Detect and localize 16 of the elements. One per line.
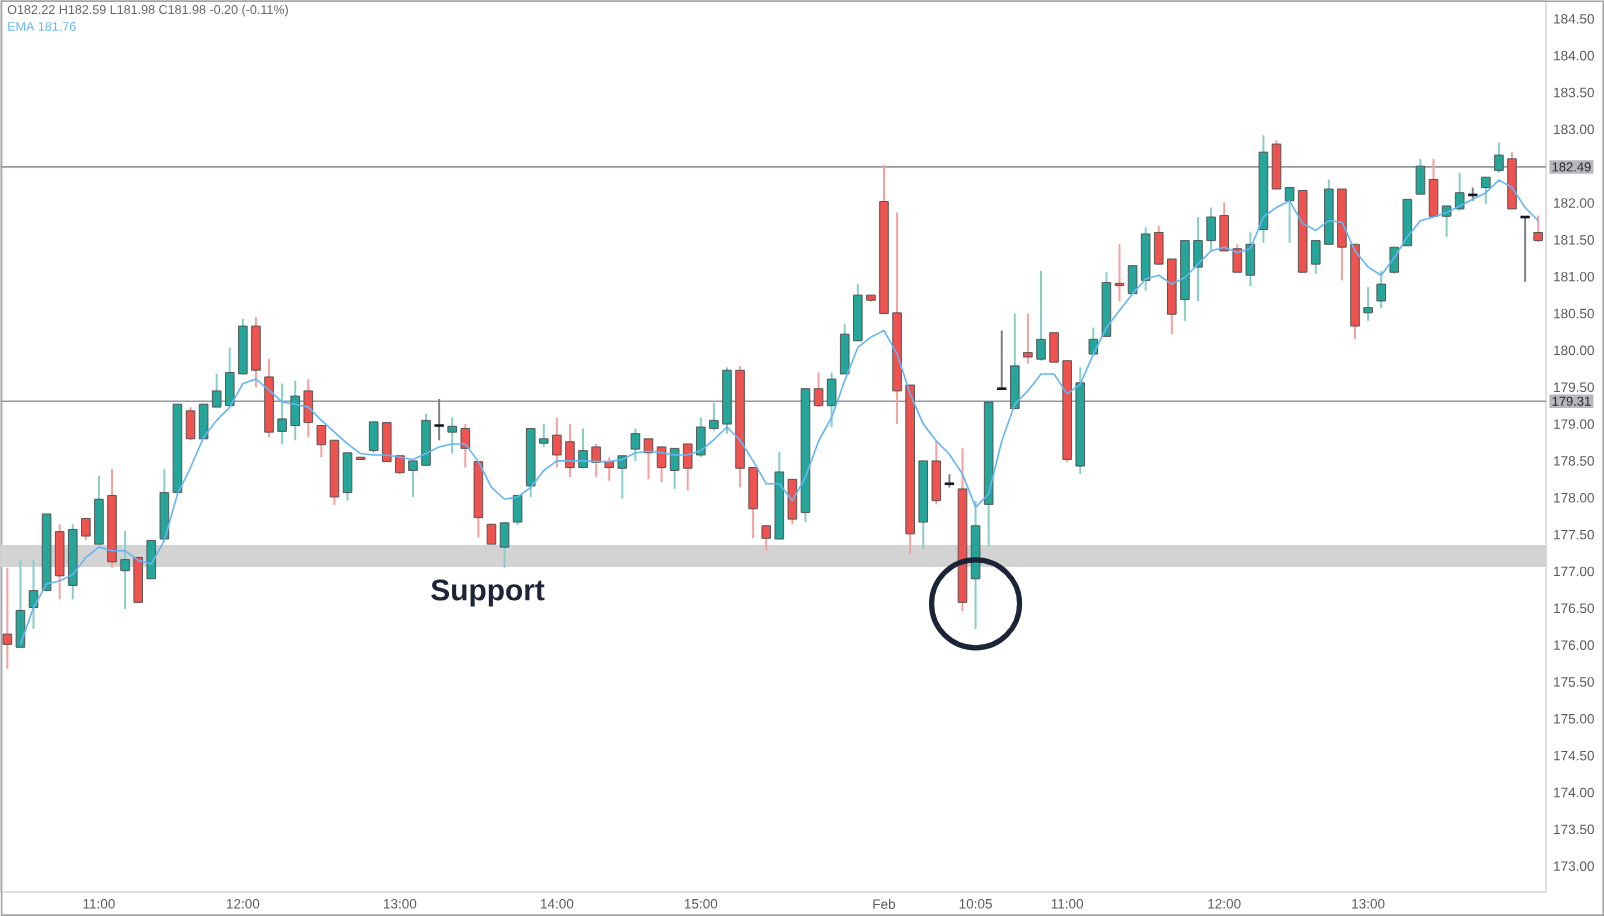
candlestick [185,406,196,442]
band-label: Support [431,579,545,607]
candlestick [1114,243,1125,303]
candlestick [1481,176,1491,205]
candlestick [1428,157,1439,218]
candlestick [1402,198,1413,247]
candlestick [995,329,1008,391]
candlestick [1010,312,1020,410]
candlestick [1389,246,1400,275]
candlestick [1533,214,1543,244]
candlestick [1271,139,1282,191]
candlestick [486,523,497,546]
candlestick [1415,157,1426,196]
candlestick [1088,326,1099,356]
candlestick [433,398,446,442]
candlestick [1376,269,1386,310]
